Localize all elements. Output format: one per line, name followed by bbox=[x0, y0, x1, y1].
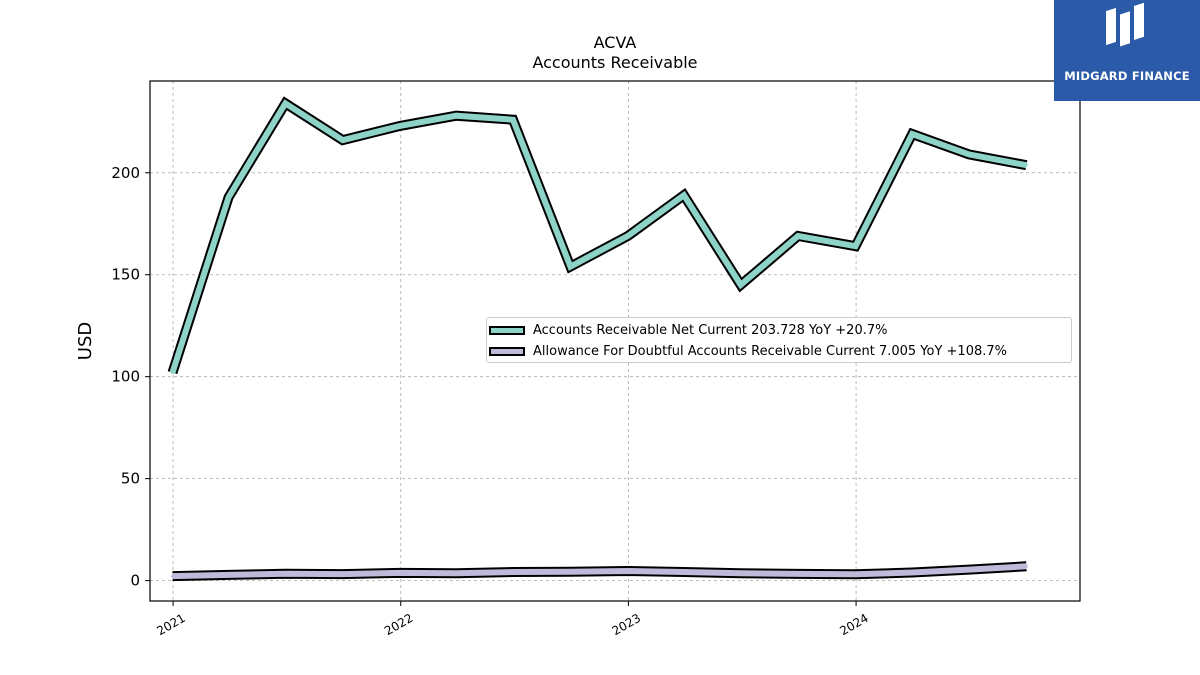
data-point bbox=[568, 570, 572, 574]
legend-label-net-current: Accounts Receivable Net Current 203.728 … bbox=[533, 322, 888, 338]
data-point bbox=[853, 244, 857, 248]
data-point bbox=[967, 568, 971, 572]
data-point bbox=[511, 570, 515, 574]
x-tick-label: 2023 bbox=[610, 611, 643, 638]
chart-subtitle: Accounts Receivable bbox=[532, 53, 697, 72]
legend-item-allowance: Allowance For Doubtful Accounts Receivab… bbox=[487, 341, 1007, 361]
y-tick-label: 200 bbox=[111, 164, 140, 182]
data-point bbox=[910, 132, 914, 136]
data-point bbox=[398, 571, 402, 575]
data-point bbox=[170, 574, 174, 578]
y-tick-label: 100 bbox=[111, 368, 140, 386]
data-point bbox=[626, 569, 630, 573]
data-point bbox=[796, 234, 800, 238]
data-point bbox=[796, 572, 800, 576]
logo-mark-icon bbox=[1106, 2, 1144, 47]
y-tick-label: 0 bbox=[130, 572, 140, 590]
data-point bbox=[682, 570, 686, 574]
data-point bbox=[568, 265, 572, 269]
gridlines bbox=[150, 81, 1080, 601]
plot-frame bbox=[149, 80, 1081, 602]
data-point bbox=[283, 572, 287, 576]
chart-title: ACVA bbox=[594, 33, 637, 52]
legend-item-net-current: Accounts Receivable Net Current 203.728 … bbox=[487, 320, 888, 340]
data-point bbox=[227, 573, 231, 577]
data-point bbox=[341, 138, 345, 142]
x-tick-label: 2021 bbox=[154, 611, 187, 638]
x-tick-label: 2024 bbox=[837, 611, 870, 638]
y-axis: 0 50 100 150 200 bbox=[111, 164, 150, 590]
brand-logo: MIDGARD FINANCE bbox=[1054, 0, 1200, 101]
data-point bbox=[283, 101, 287, 105]
data-point bbox=[170, 371, 174, 375]
data-point bbox=[739, 571, 743, 575]
data-point bbox=[341, 572, 345, 576]
data-point bbox=[511, 118, 515, 122]
legend: Accounts Receivable Net Current 203.728 … bbox=[486, 317, 1072, 363]
y-tick-label: 150 bbox=[111, 266, 140, 284]
data-point bbox=[739, 283, 743, 287]
data-point bbox=[454, 571, 458, 575]
series-layer bbox=[167, 96, 1028, 582]
y-tick-label: 50 bbox=[121, 470, 140, 488]
series-line-0 bbox=[169, 99, 1027, 374]
data-point bbox=[910, 570, 914, 574]
data-point bbox=[227, 195, 231, 199]
data-point bbox=[1024, 163, 1028, 167]
legend-label-allowance: Allowance For Doubtful Accounts Receivab… bbox=[533, 343, 1008, 359]
data-point bbox=[398, 124, 402, 128]
y-axis-label: USD bbox=[75, 322, 96, 360]
data-point bbox=[454, 114, 458, 118]
series-line-1 bbox=[172, 563, 1027, 580]
x-axis: 2021 2022 2023 2024 bbox=[154, 601, 871, 638]
data-point bbox=[967, 152, 971, 156]
legend-swatch-net-current bbox=[489, 325, 525, 335]
data-point bbox=[626, 234, 630, 238]
legend-swatch-allowance bbox=[489, 346, 525, 356]
logo-text: MIDGARD FINANCE bbox=[1064, 69, 1190, 83]
x-tick-label: 2022 bbox=[382, 611, 415, 638]
data-point bbox=[682, 193, 686, 197]
data-point bbox=[853, 572, 857, 576]
data-point bbox=[1024, 564, 1028, 568]
